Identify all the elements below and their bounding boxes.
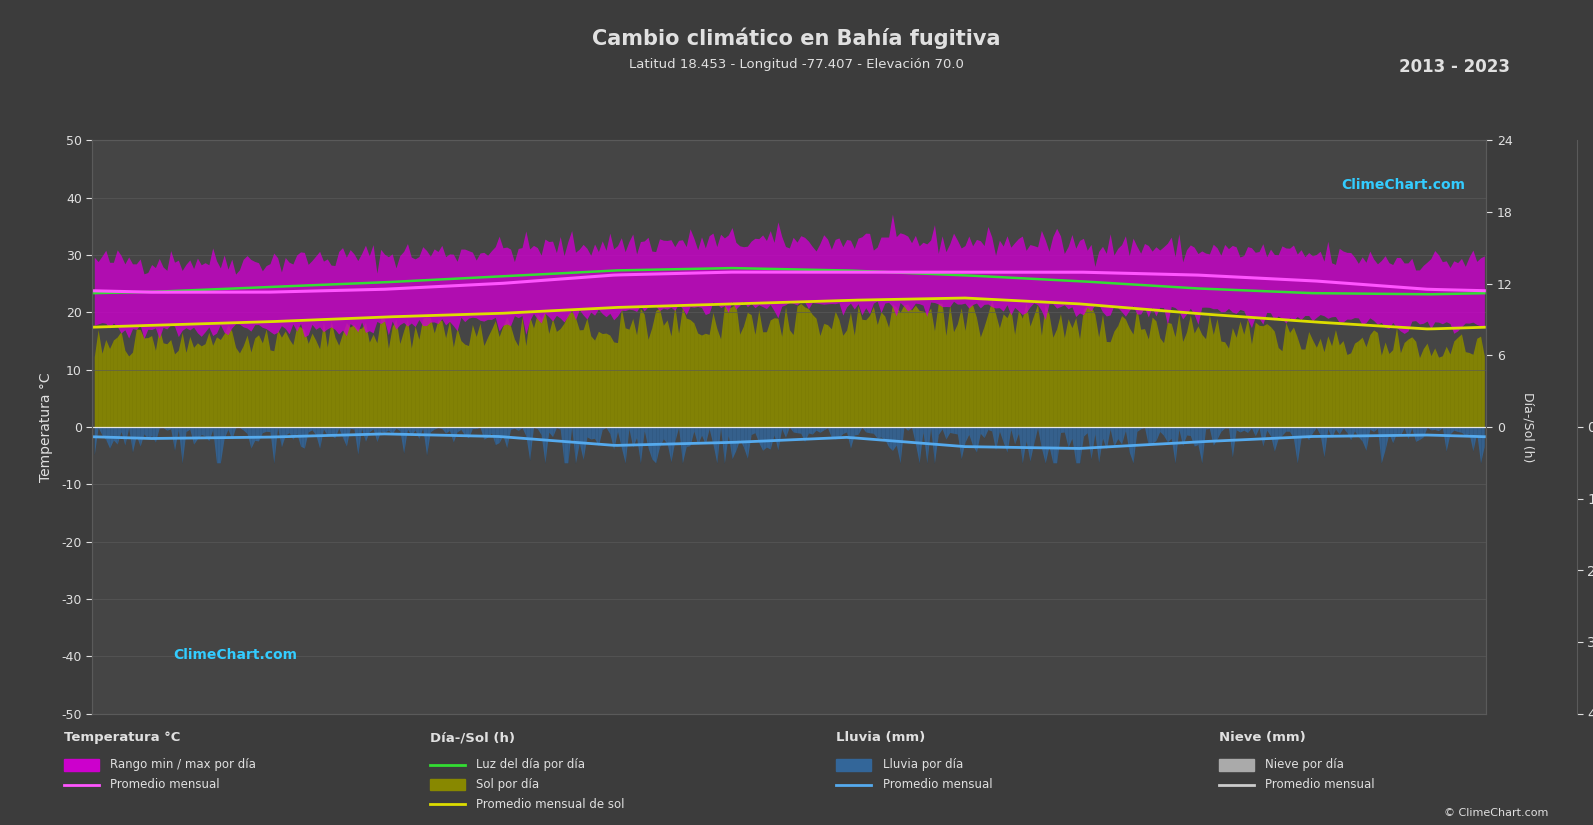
Text: Sol por día: Sol por día [476,778,540,791]
Y-axis label: Temperatura °C: Temperatura °C [40,372,53,482]
Text: © ClimeChart.com: © ClimeChart.com [1443,808,1548,818]
Text: Día-/Sol (h): Día-/Sol (h) [430,731,515,744]
Text: Nieve por día: Nieve por día [1265,758,1344,771]
Text: Promedio mensual: Promedio mensual [1265,778,1375,791]
Text: Rango min / max por día: Rango min / max por día [110,758,256,771]
Text: Promedio mensual de sol: Promedio mensual de sol [476,798,624,811]
Text: Luz del día por día: Luz del día por día [476,758,585,771]
Text: Promedio mensual: Promedio mensual [110,778,220,791]
Text: Latitud 18.453 - Longitud -77.407 - Elevación 70.0: Latitud 18.453 - Longitud -77.407 - Elev… [629,58,964,71]
Text: ClimeChart.com: ClimeChart.com [1341,177,1466,191]
Text: Lluvia (mm): Lluvia (mm) [836,731,926,744]
Text: Lluvia por día: Lluvia por día [883,758,962,771]
Text: ClimeChart.com: ClimeChart.com [174,648,298,662]
Text: Nieve (mm): Nieve (mm) [1219,731,1305,744]
Text: Temperatura °C: Temperatura °C [64,731,180,744]
Text: Promedio mensual: Promedio mensual [883,778,992,791]
Text: Cambio climático en Bahía fugitiva: Cambio climático en Bahía fugitiva [593,27,1000,49]
Y-axis label: Día-/Sol (h): Día-/Sol (h) [1521,392,1534,462]
Text: 2013 - 2023: 2013 - 2023 [1399,58,1510,76]
